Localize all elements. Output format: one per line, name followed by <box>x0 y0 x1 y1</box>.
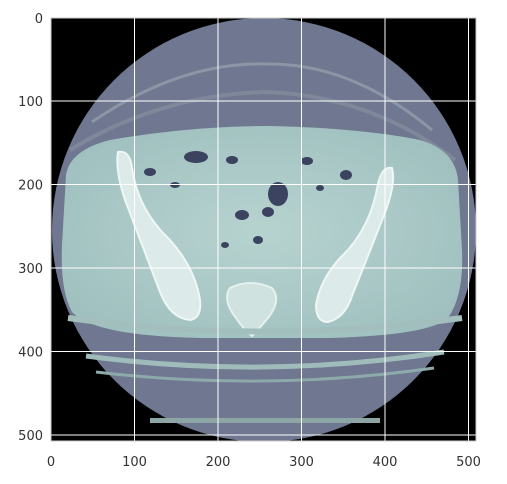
x-tick-label: 0 <box>47 455 55 470</box>
bowel-gas-pockets <box>144 151 352 248</box>
gas-pocket <box>262 207 274 217</box>
gas-pocket <box>316 185 324 191</box>
x-axis: 0 100 200 300 400 500 <box>47 455 481 470</box>
x-tick-label: 300 <box>289 455 314 470</box>
y-tick-label: 100 <box>18 95 43 110</box>
y-tick-label: 500 <box>18 429 43 444</box>
axes-frame <box>50 17 477 442</box>
y-tick-label: 200 <box>18 179 43 194</box>
table-rail <box>150 418 380 423</box>
y-axis: 0 100 200 300 400 500 <box>18 12 43 444</box>
gas-pocket <box>340 170 352 180</box>
gas-pocket <box>184 151 208 163</box>
grid-lines <box>51 18 476 441</box>
gas-pocket <box>268 182 288 206</box>
gas-pocket <box>221 242 229 248</box>
scanner-table-bottom <box>95 366 435 383</box>
right-iliac-wing <box>314 166 395 324</box>
gas-pocket <box>226 156 238 164</box>
x-tick-label: 200 <box>206 455 231 470</box>
ct-image <box>51 18 476 441</box>
y-tick-label: 400 <box>18 346 43 361</box>
gas-pocket <box>253 236 263 244</box>
skin-contour <box>91 62 433 132</box>
gas-pocket <box>144 168 156 176</box>
x-tick-label: 500 <box>456 455 481 470</box>
y-tick-label: 0 <box>35 12 43 27</box>
scanner-table-top <box>85 349 445 370</box>
back-contour <box>67 315 463 335</box>
x-tick-label: 100 <box>122 455 147 470</box>
fat-layer-contour <box>68 89 457 162</box>
gas-pocket <box>301 157 313 165</box>
y-tick-label: 300 <box>18 262 43 277</box>
x-tick-label: 400 <box>373 455 398 470</box>
gas-pocket <box>235 210 249 220</box>
